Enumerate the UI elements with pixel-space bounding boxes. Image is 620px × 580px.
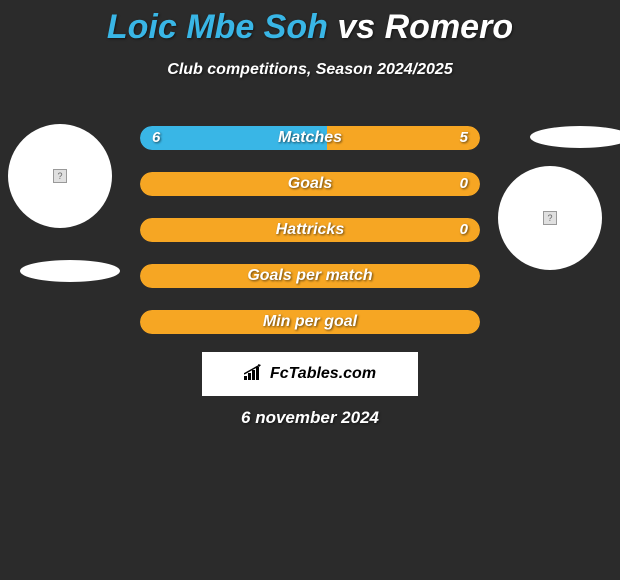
bar-label: Matches [140, 126, 480, 150]
player1-shadow [20, 260, 120, 282]
stat-bar: Goals per match [140, 264, 480, 288]
player2-name: Romero [385, 8, 513, 46]
player2-avatar: ? [498, 166, 602, 270]
fctables-logo: FcTables.com [202, 352, 418, 396]
chart-icon [244, 364, 264, 385]
bar-label: Goals [140, 172, 480, 196]
image-placeholder-icon: ? [53, 169, 67, 183]
vs-text: vs [337, 8, 375, 46]
stat-bar: 0Goals [140, 172, 480, 196]
player1-avatar: ? [8, 124, 112, 228]
bar-label: Goals per match [140, 264, 480, 288]
stat-bar: 0Hattricks [140, 218, 480, 242]
comparison-title: Loic Mbe Soh vs Romero [0, 0, 620, 47]
bar-label: Min per goal [140, 310, 480, 334]
image-placeholder-icon: ? [543, 211, 557, 225]
subtitle: Club competitions, Season 2024/2025 [0, 61, 620, 79]
logo-text: FcTables.com [270, 365, 376, 383]
bar-label: Hattricks [140, 218, 480, 242]
stat-bar: 65Matches [140, 126, 480, 150]
stats-bars: 65Matches 0Goals 0Hattricks Goals per match… [140, 126, 480, 356]
player2-shadow [530, 126, 620, 148]
player1-name: Loic Mbe Soh [107, 8, 328, 46]
date: 6 november 2024 [0, 408, 620, 428]
stat-bar: Min per goal [140, 310, 480, 334]
